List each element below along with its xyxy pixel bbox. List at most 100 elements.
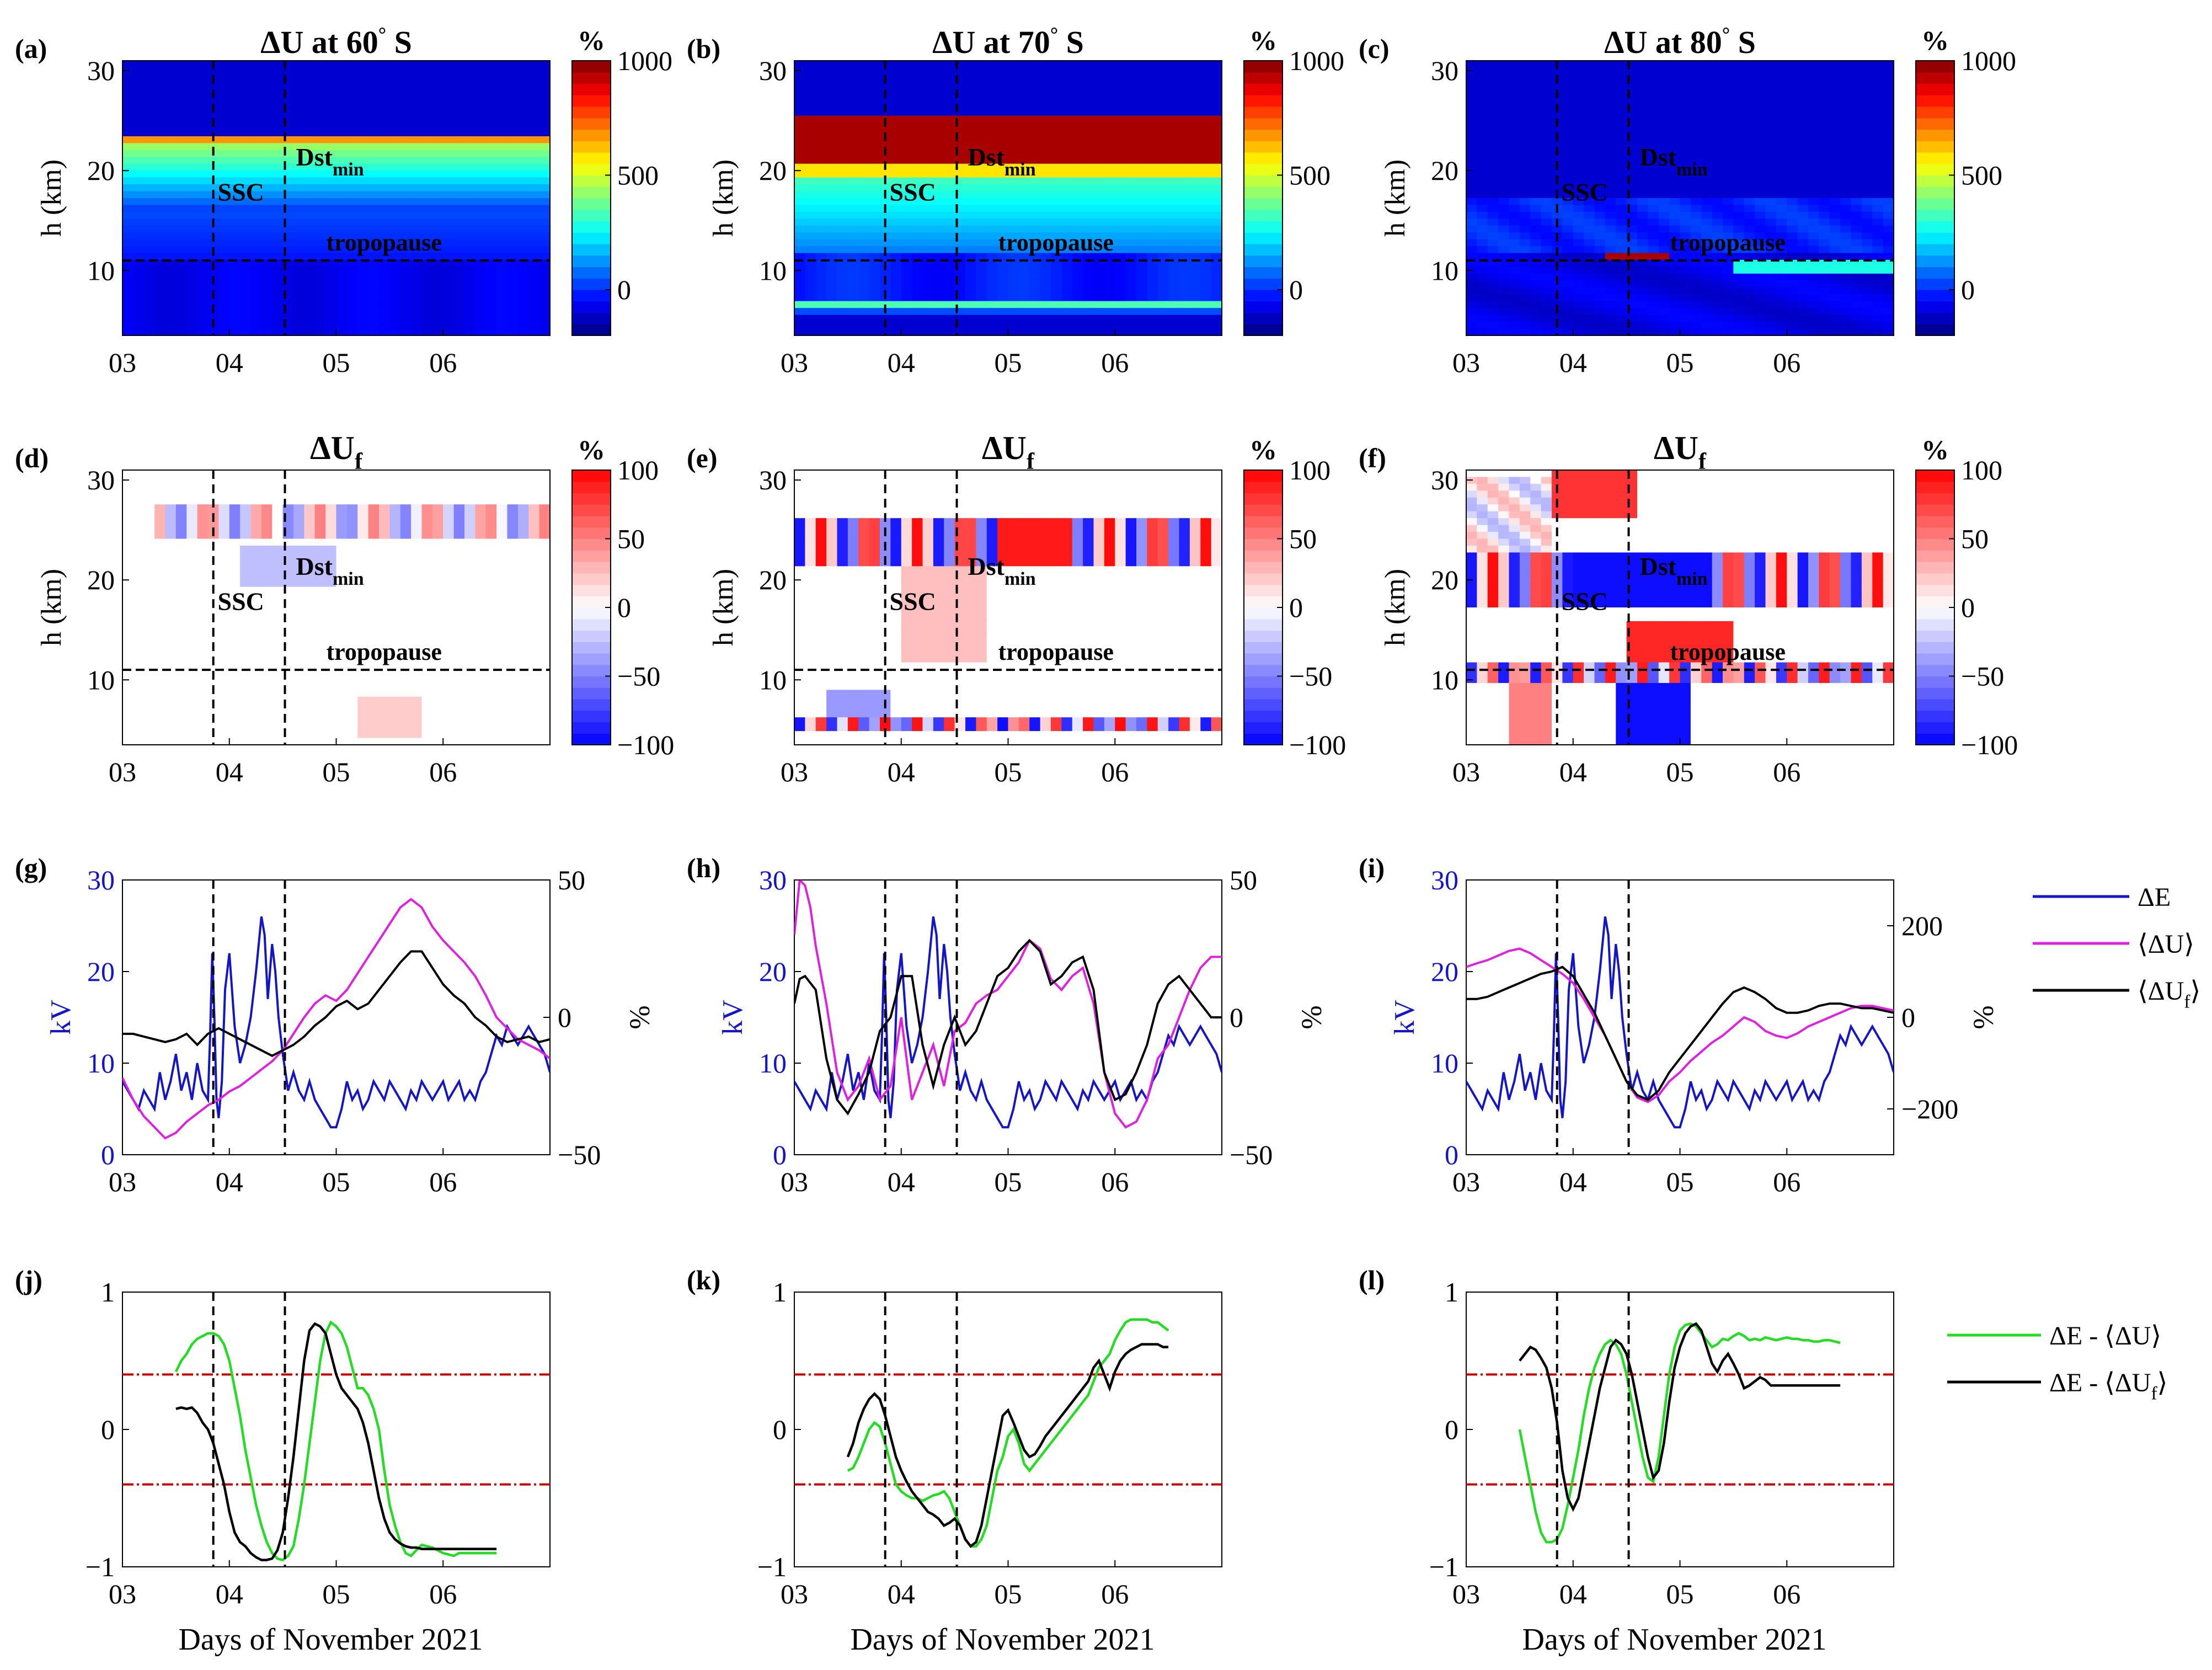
heatmap-cell — [1776, 102, 1787, 109]
heatmap-cell — [944, 61, 955, 68]
heatmap-cell — [240, 157, 252, 164]
heatmap-cell — [1573, 61, 1584, 68]
heatmap-cell — [1573, 280, 1584, 288]
heatmap-cell — [507, 143, 519, 151]
heatmap-cell — [1008, 328, 1019, 336]
heatmap-cell — [1018, 225, 1030, 233]
heatmap-cell — [1477, 184, 1488, 192]
heatmap-cell — [1744, 150, 1755, 157]
heatmap-cell — [1861, 109, 1873, 116]
heatmap-cell — [1029, 218, 1041, 226]
heatmap-cell — [154, 115, 166, 123]
x-tick-label: 03 — [1452, 347, 1480, 378]
heatmap-cell — [815, 129, 827, 137]
heatmap-cell — [826, 143, 838, 151]
heatmap-cell — [368, 211, 380, 219]
heatmap-cell — [507, 163, 519, 171]
heatmap-cell — [314, 129, 326, 137]
heatmap-cell — [1477, 322, 1488, 329]
heatmap-cell — [1669, 266, 1681, 274]
heatmap-cell — [1018, 136, 1030, 143]
heatmap-cell — [1562, 294, 1574, 302]
heatmap-cell — [890, 280, 902, 288]
heatmap-cell — [1755, 218, 1766, 226]
heatmap-cell — [1690, 260, 1702, 268]
heatmap-cell — [1040, 157, 1051, 164]
heatmap-cell — [122, 545, 133, 553]
heatmap-cell — [175, 129, 187, 137]
heatmap-cell — [1189, 102, 1201, 109]
heatmap-cell — [1829, 314, 1841, 322]
heatmap-cell — [453, 109, 465, 116]
heatmap-cell — [528, 143, 540, 151]
heatmap-cell — [453, 150, 465, 157]
heatmap-cell — [1755, 95, 1766, 103]
heatmap-cell — [1519, 81, 1531, 89]
heatmap-cell — [453, 170, 465, 178]
heatmap-cell — [1498, 266, 1510, 274]
heatmap-cell — [1680, 328, 1691, 336]
heatmap-cell — [1466, 143, 1477, 151]
heatmap-cell — [1755, 198, 1766, 206]
heatmap-cell — [1211, 102, 1222, 109]
heatmap-cell — [858, 294, 870, 302]
heatmap-cell — [346, 246, 358, 254]
heatmap-cell — [1509, 129, 1520, 137]
heatmap-cell — [1680, 314, 1691, 322]
heatmap-cell — [1093, 95, 1105, 103]
heatmap-cell — [933, 163, 944, 171]
heatmap-cell — [1200, 314, 1212, 322]
heatmap-cell — [261, 246, 273, 254]
heatmap-cell — [1701, 198, 1713, 206]
heatmap-cell — [314, 253, 326, 260]
heatmap-cell — [986, 211, 998, 219]
heatmap-cell — [1829, 266, 1841, 274]
heatmap-cell — [1733, 136, 1745, 143]
heatmap-cell — [1008, 143, 1019, 151]
heatmap-cell — [475, 273, 487, 281]
heatmap-cell — [1840, 322, 1852, 329]
heatmap-cell — [1530, 280, 1542, 288]
heatmap-cell — [1648, 246, 1659, 254]
heatmap-cell — [1018, 88, 1030, 95]
heatmap-cell — [922, 61, 934, 68]
heatmap-cell — [976, 163, 987, 171]
colorbar-band — [572, 129, 611, 141]
heatmap-cell — [175, 205, 187, 212]
heatmap-cell — [1509, 266, 1520, 274]
heatmap-cell — [485, 198, 497, 206]
heatmap-cell — [1594, 239, 1606, 247]
colorbar-band — [572, 209, 611, 222]
heatmap-cell — [1083, 273, 1094, 281]
heatmap-cell — [1648, 211, 1659, 219]
heatmap-cell — [1755, 308, 1766, 316]
heatmap-cell — [411, 81, 423, 89]
heatmap-cell — [1179, 88, 1190, 95]
heatmap-cell — [1104, 280, 1115, 288]
heatmap-cell — [1168, 211, 1180, 219]
heatmap-cell — [1530, 225, 1542, 233]
heatmap-cell — [464, 184, 475, 192]
heatmap-cell — [1723, 191, 1734, 199]
heatmap-cell — [1648, 294, 1659, 302]
heatmap-cell — [805, 225, 816, 233]
heatmap-cell — [432, 266, 444, 274]
heatmap-cell — [1018, 61, 1030, 68]
heatmap-cell — [837, 205, 848, 212]
heatmap-cell — [421, 95, 433, 103]
heatmap-cell — [464, 61, 475, 68]
heatmap-cell — [1466, 81, 1477, 89]
heatmap-cell — [1605, 314, 1616, 322]
heatmap-cell — [1200, 273, 1212, 281]
heatmap-cell — [1147, 122, 1158, 130]
heatmap-cell — [1029, 150, 1041, 157]
heatmap-cell — [1147, 253, 1158, 260]
heatmap-cell — [122, 136, 133, 143]
heatmap-cell — [1584, 129, 1595, 137]
heatmap-cell — [1605, 301, 1616, 308]
heatmap-cell — [218, 88, 230, 95]
heatmap-cell — [1594, 301, 1606, 308]
heatmap-cell — [1851, 246, 1862, 254]
heatmap-cell — [794, 74, 805, 82]
heatmap-cell — [379, 122, 390, 130]
